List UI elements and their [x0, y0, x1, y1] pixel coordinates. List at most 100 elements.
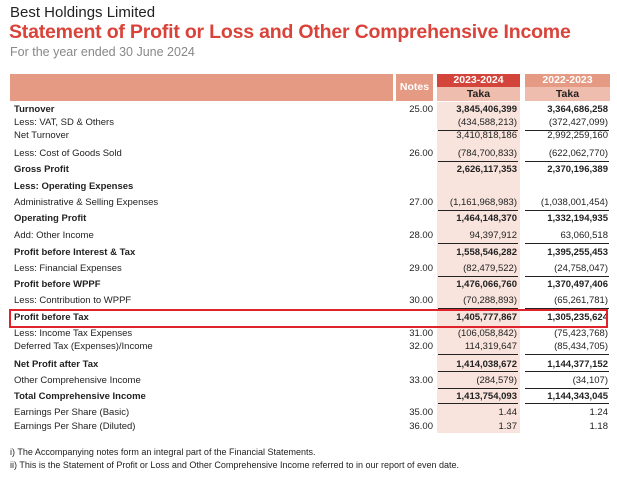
row-current-year-value: 114,319,647: [464, 341, 517, 352]
header-notes: Notes: [396, 74, 433, 101]
subtotal-rule: [438, 243, 518, 244]
row-current-year-value: (1,161,968,983): [449, 197, 517, 208]
row-prior-year-value: 1.24: [589, 407, 609, 418]
current-year-column-shade: [437, 102, 520, 433]
row-label: Net Turnover: [14, 130, 69, 141]
period-subtitle: For the year ended 30 June 2024: [10, 45, 195, 59]
row-prior-year-value: 1,144,343,045: [547, 391, 608, 402]
table-row: Net Profit after Tax 1,414,038,672 1,144,3…: [0, 354, 610, 372]
row-current-year-value: 1,464,148,370: [456, 213, 517, 224]
row-label: Less: Operating Expenses: [14, 181, 134, 192]
row-current-year-value: (284,579): [476, 375, 517, 386]
subtotal-rule: [438, 276, 518, 277]
row-current-year-value: 1.44: [498, 407, 518, 418]
row-current-year-value: (434,588,213): [457, 117, 517, 128]
row-note: 36.00: [409, 421, 433, 432]
row-prior-year-value: 1,332,194,935: [547, 213, 608, 224]
total-underline: [525, 403, 609, 404]
table-row: Earnings Per Share (Basic) 35.00 1.44 1.24: [0, 404, 610, 420]
row-prior-year-value: 1,395,255,453: [547, 247, 608, 258]
table-row: Less: VAT, SD & Others (434,588,213) (372,…: [0, 117, 610, 130]
row-note: 29.00: [409, 263, 433, 274]
profit-before-tax-highlight: [9, 309, 608, 328]
row-prior-year-value: (622,062,770): [548, 148, 608, 159]
table-row: Deferred Tax (Expenses)/Income 32.00 114,3…: [0, 341, 610, 354]
subtotal-rule: [438, 388, 518, 389]
row-label: Other Comprehensive Income: [14, 375, 141, 386]
row-note: 32.00: [409, 341, 433, 352]
row-prior-year-value: 1,144,377,152: [547, 359, 608, 370]
header-label-cell: [10, 74, 393, 101]
subtotal-rule: [525, 308, 609, 309]
footnote-2: ii) This is the Statement of Profit or L…: [10, 460, 460, 470]
row-prior-year-value: (34,107): [572, 375, 608, 386]
header-prior-year: 2022-2023: [525, 74, 610, 87]
row-label: Less: Cost of Goods Sold: [14, 148, 122, 159]
row-prior-year-value: 2,992,259,160: [547, 130, 608, 141]
row-prior-year-value: 3,364,686,258: [547, 104, 608, 115]
header-current-year: 2023-2024: [437, 74, 520, 87]
total-underline: [438, 371, 518, 372]
header-prior-currency: Taka: [525, 87, 610, 101]
subtotal-rule: [525, 243, 609, 244]
row-prior-year-value: 63,060,518: [560, 230, 608, 241]
total-underline: [438, 403, 518, 404]
table-row: Less: Cost of Goods Sold 26.00 (784,700,83…: [0, 143, 610, 161]
subtotal-rule: [438, 161, 518, 162]
subtotal-rule: [525, 161, 609, 162]
row-label: Turnover: [14, 104, 55, 115]
row-label: Less: Income Tax Expenses: [14, 328, 133, 339]
footnote-1: i) The Accompanying notes form an integr…: [10, 447, 316, 457]
table-row: Less: Contribution to WPPF 30.00 (70,288,8…: [0, 292, 610, 308]
row-label: Profit before Tax: [14, 312, 89, 323]
table-row: Less: Financial Expenses 29.00 (82,479,522…: [0, 260, 610, 276]
page-title: Statement of Profit or Loss and Other Co…: [9, 21, 571, 43]
table-row: Profit before WPPF 1,476,066,760 1,370,497…: [0, 276, 610, 292]
row-current-year-value: 1,413,754,093: [456, 391, 517, 402]
row-current-year-value: (106,058,842): [457, 328, 517, 339]
row-current-year-value: (784,700,833): [457, 148, 517, 159]
row-prior-year-value: (85,434,705): [554, 341, 608, 352]
row-label: Operating Profit: [14, 213, 87, 224]
row-current-year-value: 3,410,818,186: [456, 130, 517, 141]
row-label: Profit before Interest & Tax: [14, 247, 136, 258]
row-prior-year-value: 2,370,196,389: [547, 164, 608, 175]
header-current-currency: Taka: [437, 87, 520, 101]
row-label: Administrative & Selling Expenses: [14, 197, 159, 208]
table-row: Administrative & Selling Expenses 27.00 (1…: [0, 194, 610, 210]
row-note: 33.00: [409, 375, 433, 386]
table-row: Earnings Per Share (Diluted) 36.00 1.37 1.1…: [0, 420, 610, 434]
row-current-year-value: 94,397,912: [469, 230, 517, 241]
table-row: Profit before Interest & Tax 1,558,546,28…: [0, 243, 610, 260]
row-prior-year-value: (24,758,047): [554, 263, 608, 274]
table-row: Operating Profit 1,464,148,370 1,332,194,9…: [0, 210, 610, 226]
row-label: Earnings Per Share (Diluted): [14, 421, 136, 432]
row-prior-year-value: 1,305,235,624: [547, 312, 608, 323]
row-note: 27.00: [409, 197, 433, 208]
row-current-year-value: 2,626,117,353: [456, 164, 517, 175]
row-note: 31.00: [409, 328, 433, 339]
row-current-year-value: 1,414,038,672: [456, 359, 517, 370]
row-label: Profit before WPPF: [14, 279, 101, 290]
row-label: Less: VAT, SD & Others: [14, 117, 114, 128]
row-prior-year-value: (65,261,781): [554, 295, 608, 306]
row-current-year-value: (70,288,893): [463, 295, 517, 306]
row-current-year-value: 1.37: [498, 421, 518, 432]
table-row: Less: Income Tax Expenses 31.00 (106,058,8…: [0, 325, 610, 341]
row-current-year-value: 1,558,546,282: [456, 247, 517, 258]
total-underline: [525, 371, 609, 372]
table-row: Net Turnover 3,410,818,186 2,992,259,160: [0, 130, 610, 143]
row-prior-year-value: 1,370,497,406: [547, 279, 608, 290]
row-note: 25.00: [409, 104, 433, 115]
table-row: Gross Profit 2,626,117,353 2,370,196,389: [0, 161, 610, 177]
table-row: Profit before Tax 1,405,777,867 1,305,235,…: [0, 308, 610, 325]
subtotal-rule: [525, 276, 609, 277]
row-label: Net Profit after Tax: [14, 359, 99, 370]
row-note: 26.00: [409, 148, 433, 159]
row-label: Gross Profit: [14, 164, 69, 175]
table-row: Total Comprehensive Income 1,413,754,093 1…: [0, 388, 610, 404]
subtotal-rule: [438, 210, 518, 211]
row-current-year-value: 1,476,066,760: [456, 279, 517, 290]
table-row: Turnover 25.00 3,845,406,399 3,364,686,258: [0, 103, 610, 117]
table-row: Less: Operating Expenses: [0, 177, 610, 194]
